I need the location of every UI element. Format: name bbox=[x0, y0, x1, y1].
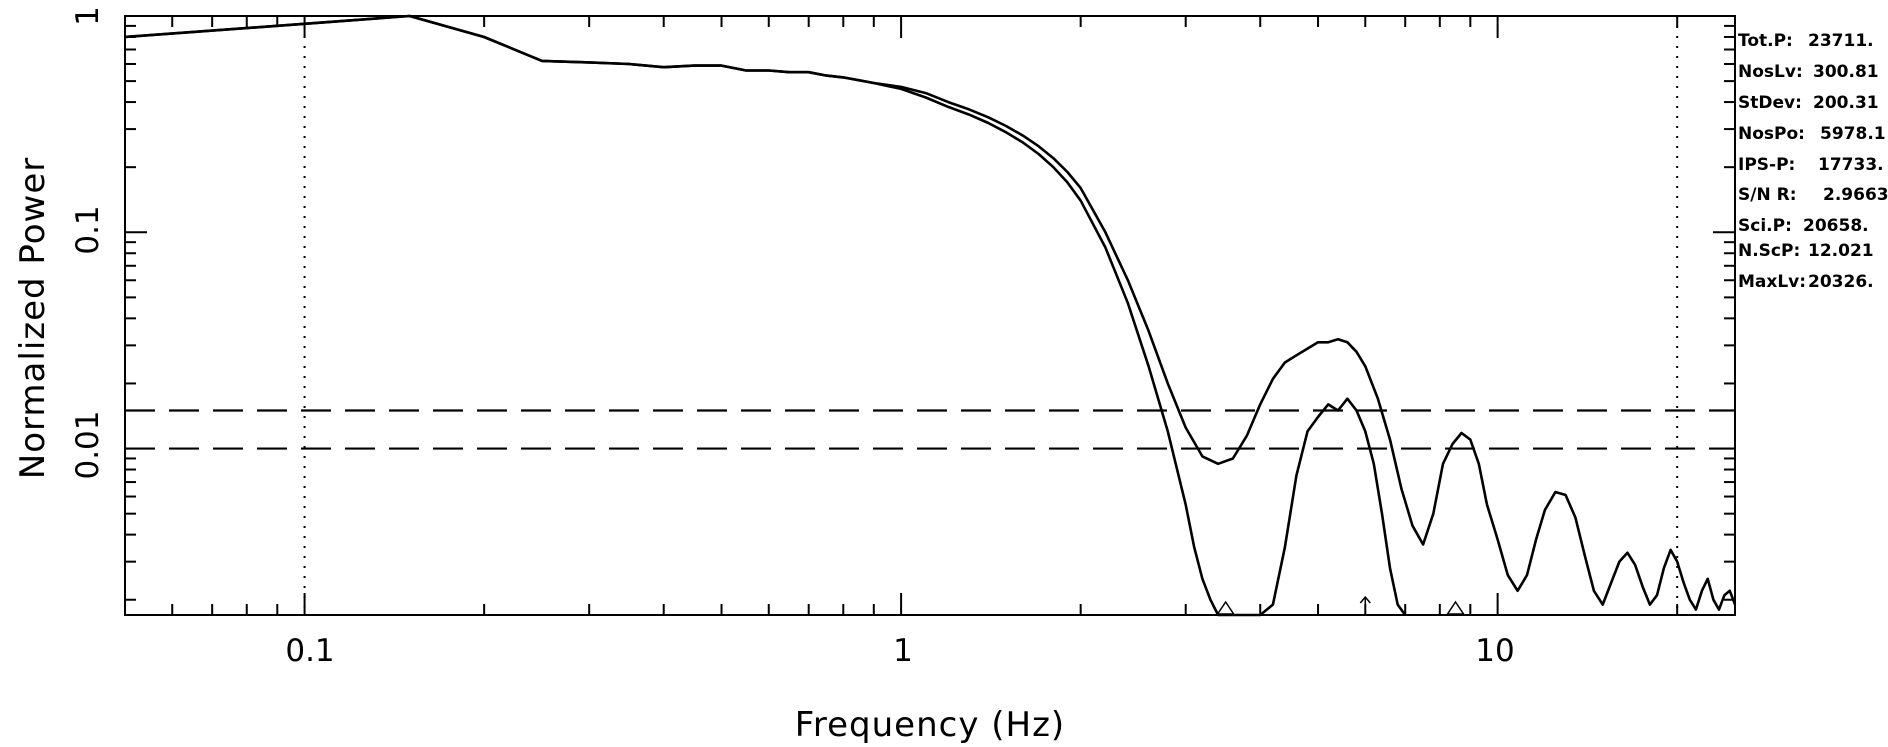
y-tick-label-0.01: 0.01 bbox=[70, 410, 106, 479]
stat-label-nospo: NosPo: bbox=[1738, 124, 1805, 144]
stat-label-n-scp: N.ScP: bbox=[1738, 241, 1800, 261]
reference-lines bbox=[125, 16, 1735, 615]
stat-label-ips-p: IPS-P: bbox=[1738, 155, 1795, 175]
stat-value-sn-r: 2.9663 bbox=[1823, 185, 1888, 205]
triangle-marker bbox=[1446, 600, 1465, 615]
y-axis-title: Normalized Power bbox=[13, 157, 53, 479]
stat-label-maxlv: MaxLv: bbox=[1738, 272, 1806, 292]
y-tick-label-1: 1 bbox=[70, 6, 106, 26]
plot-frame bbox=[124, 15, 1736, 616]
stat-value-maxlv: 20326. bbox=[1808, 272, 1874, 292]
stat-label-sci-p: Sci.P: bbox=[1738, 216, 1792, 236]
x-tick-label-10: 10 bbox=[1475, 633, 1514, 669]
y-tick-label-0.1: 0.1 bbox=[70, 205, 106, 254]
stat-value-n-scp: 12.021 bbox=[1808, 241, 1874, 261]
stat-value-tot-p: 23711. bbox=[1808, 31, 1874, 51]
stat-value-sci-p: 20658. bbox=[1803, 216, 1869, 236]
series-layer bbox=[124, 14, 1737, 617]
x-axis-title: Frequency (Hz) bbox=[795, 705, 1065, 745]
stat-label-stdev: StDev: bbox=[1738, 93, 1802, 113]
series-line-1 bbox=[124, 14, 1737, 611]
triangle-marker bbox=[1216, 600, 1236, 615]
frequency-markers bbox=[1216, 595, 1465, 615]
x-tick-labels: 0.1 1 10 bbox=[285, 633, 1514, 669]
x-tick-label-0.1: 0.1 bbox=[285, 633, 334, 669]
stat-value-noslv: 300.81 bbox=[1813, 62, 1879, 82]
x-tick-label-1: 1 bbox=[893, 633, 913, 669]
stat-label-tot-p: Tot.P: bbox=[1738, 31, 1793, 51]
arrow-marker bbox=[1359, 595, 1371, 614]
y-tick-labels: 1 0.1 0.01 bbox=[70, 6, 106, 479]
stats-panel: Tot.P: 23711. NosLv: 300.81 StDev: 200.3… bbox=[1738, 31, 1888, 292]
stat-label-noslv: NosLv: bbox=[1738, 62, 1803, 82]
series-line-2 bbox=[124, 14, 1407, 617]
stat-value-ips-p: 17733. bbox=[1818, 155, 1884, 175]
stat-value-nospo: 5978.1 bbox=[1820, 124, 1886, 144]
stat-label-sn-r: S/N R: bbox=[1738, 185, 1797, 205]
stat-value-stdev: 200.31 bbox=[1813, 93, 1879, 113]
plot-area bbox=[124, 14, 1737, 617]
